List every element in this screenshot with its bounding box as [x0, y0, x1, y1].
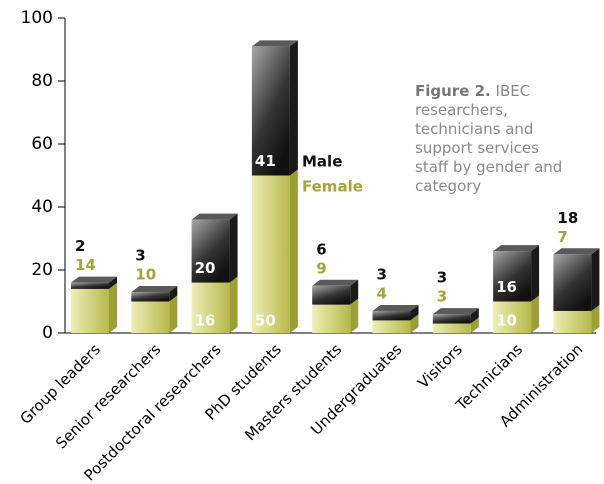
bar-top: [191, 213, 238, 220]
value-label: 6: [316, 240, 326, 258]
legend-label: Male: [302, 153, 342, 171]
y-tick-label: 40: [31, 197, 53, 217]
bar-side: [531, 295, 540, 333]
bar: [493, 301, 532, 333]
value-label: 7: [557, 228, 567, 246]
value-label: 20: [195, 259, 216, 277]
bar-side: [229, 276, 238, 333]
bar-side: [109, 282, 117, 333]
bar: [372, 320, 411, 333]
value-label: 14: [75, 256, 96, 274]
legend-label: Female: [302, 178, 363, 196]
value-label: 3: [437, 288, 447, 306]
figure-label: Figure 2.: [415, 82, 491, 100]
bar-side: [289, 169, 298, 333]
bar: [131, 292, 170, 302]
bar-top: [251, 40, 298, 47]
value-label: 16: [195, 312, 216, 330]
value-label: 10: [135, 266, 156, 284]
value-label: 4: [377, 284, 387, 302]
bar-top: [372, 304, 419, 311]
value-label: 18: [557, 209, 578, 227]
bar-top: [131, 286, 178, 293]
bar-top: [312, 279, 359, 286]
bar-side: [470, 317, 479, 333]
y-tick-label: 20: [31, 260, 53, 280]
y-tick-label: 100: [21, 8, 53, 28]
bar-side: [410, 314, 419, 333]
bar-side: [531, 245, 540, 302]
bar: [251, 175, 290, 333]
bar-top: [71, 276, 117, 283]
bar-top: [553, 248, 600, 255]
bar: [553, 310, 592, 333]
bar-side: [591, 248, 600, 311]
bar: [493, 251, 532, 302]
bar: [71, 288, 109, 333]
value-label: 50: [255, 312, 276, 330]
bar-side: [229, 213, 238, 283]
value-label: 2: [75, 237, 85, 255]
bar: [432, 314, 471, 324]
bar-side: [350, 279, 359, 305]
bar-side: [109, 276, 117, 289]
title-text: IBEC researchers, technicians and suppor…: [415, 82, 563, 195]
x-tick-label: Visitors: [414, 340, 466, 392]
bar: [372, 310, 411, 321]
chart-title: Figure 2. IBEC researchers, technicians …: [415, 82, 565, 196]
bar: [432, 323, 471, 333]
value-label: 10: [496, 312, 517, 330]
value-label: 3: [135, 247, 145, 265]
bar: [191, 219, 230, 283]
x-tick-label: Senior researchers: [52, 340, 164, 452]
bar-side: [289, 40, 298, 176]
bar: [71, 282, 109, 289]
bar: [191, 282, 230, 333]
bar-side: [350, 298, 359, 333]
bar-side: [410, 304, 419, 321]
bar-side: [169, 286, 178, 302]
value-label: 9: [316, 259, 326, 277]
value-label: 41: [255, 152, 276, 170]
bar: [312, 304, 351, 333]
y-tick-label: 60: [31, 134, 53, 154]
y-tick-label: 0: [42, 323, 53, 343]
bar: [553, 254, 592, 311]
bar-side: [470, 308, 479, 324]
bar-side: [591, 304, 600, 333]
bar-side: [169, 295, 178, 333]
bar: [251, 46, 290, 176]
y-tick-label: 80: [31, 71, 53, 91]
bar: [312, 285, 351, 305]
value-label: 3: [437, 269, 447, 287]
value-label: 3: [377, 265, 387, 283]
bar: [131, 301, 170, 333]
value-label: 16: [496, 278, 517, 296]
bar-top: [432, 308, 479, 315]
bar-top: [493, 245, 540, 252]
